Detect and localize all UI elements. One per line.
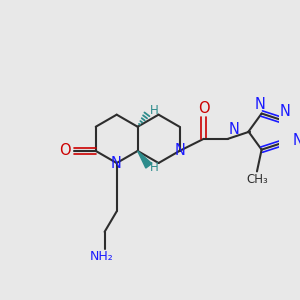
Text: N: N [292,134,300,148]
Text: H: H [150,103,159,116]
Text: NH₂: NH₂ [90,250,114,263]
Text: CH₃: CH₃ [246,173,268,186]
Text: N: N [279,103,290,118]
Text: N: N [175,143,186,158]
Polygon shape [138,151,152,168]
Text: O: O [59,143,70,158]
Text: N: N [254,97,265,112]
Text: H: H [150,161,159,174]
Text: N: N [228,122,239,137]
Text: N: N [110,155,121,170]
Text: O: O [198,101,209,116]
